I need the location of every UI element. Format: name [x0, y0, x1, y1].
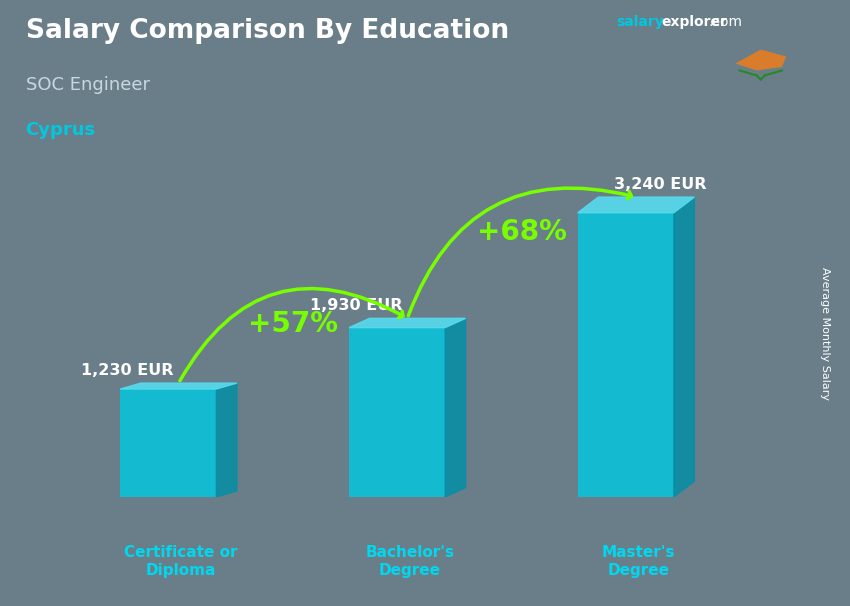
- Text: Average Monthly Salary: Average Monthly Salary: [820, 267, 830, 400]
- Text: salary: salary: [616, 15, 664, 29]
- FancyArrowPatch shape: [180, 288, 403, 381]
- Polygon shape: [217, 383, 237, 497]
- Text: SOC Engineer: SOC Engineer: [26, 76, 150, 94]
- Text: Certificate or
Diploma: Certificate or Diploma: [124, 545, 238, 578]
- Text: 3,240 EUR: 3,240 EUR: [614, 177, 706, 192]
- Polygon shape: [120, 383, 237, 389]
- Polygon shape: [349, 318, 466, 328]
- Bar: [578, 213, 674, 497]
- Polygon shape: [735, 50, 786, 70]
- Text: Master's
Degree: Master's Degree: [602, 545, 675, 578]
- Text: Cyprus: Cyprus: [26, 121, 95, 139]
- Text: Salary Comparison By Education: Salary Comparison By Education: [26, 18, 508, 44]
- Polygon shape: [445, 318, 466, 497]
- Bar: [120, 389, 217, 497]
- Text: +57%: +57%: [248, 310, 338, 338]
- Text: .com: .com: [708, 15, 742, 29]
- Text: 1,230 EUR: 1,230 EUR: [81, 363, 173, 378]
- Text: Bachelor's
Degree: Bachelor's Degree: [366, 545, 454, 578]
- Polygon shape: [674, 197, 694, 497]
- Bar: [349, 328, 445, 497]
- Text: 1,930 EUR: 1,930 EUR: [309, 298, 402, 313]
- Polygon shape: [578, 197, 694, 213]
- Text: +68%: +68%: [477, 218, 567, 246]
- Text: explorer: explorer: [661, 15, 728, 29]
- FancyArrowPatch shape: [408, 188, 632, 316]
